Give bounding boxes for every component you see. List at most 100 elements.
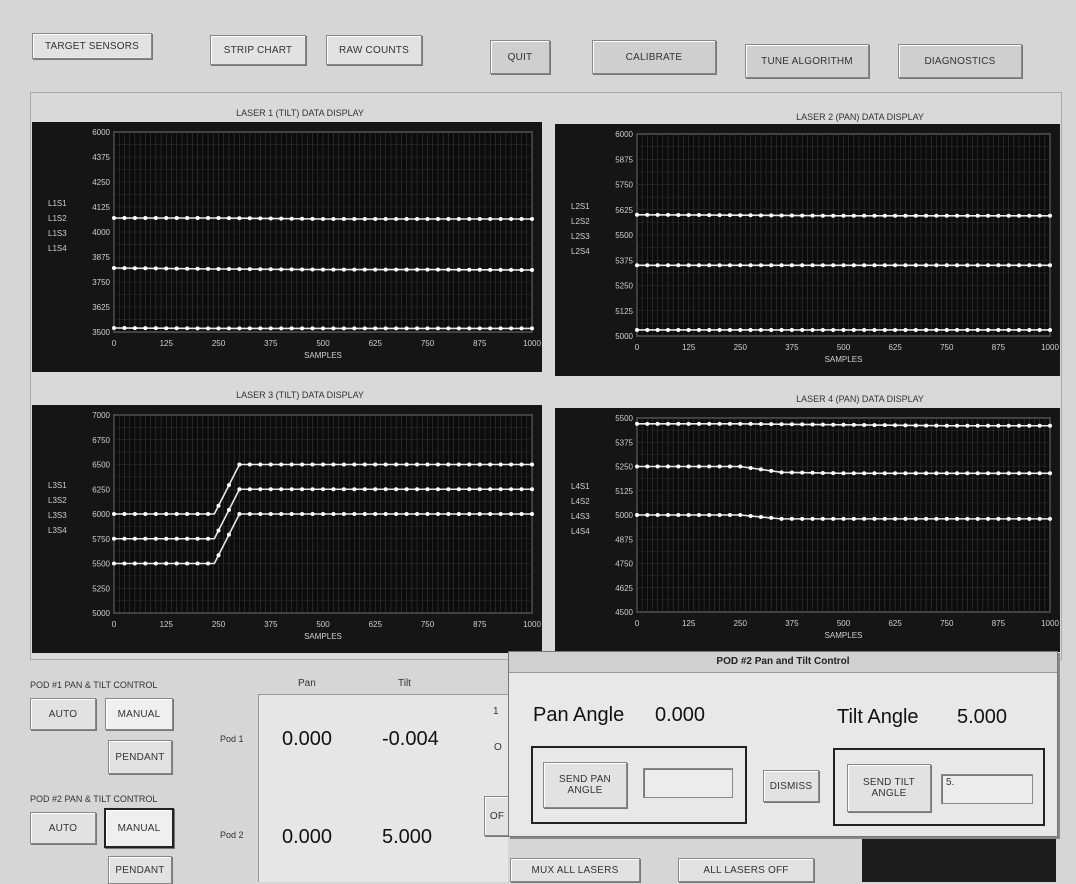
- data-point: [986, 517, 990, 521]
- x-tick-label: 625: [369, 620, 383, 629]
- data-point: [478, 268, 482, 272]
- data-point: [331, 512, 335, 516]
- send-tilt-angle-button[interactable]: SEND TILT ANGLE: [847, 764, 931, 812]
- data-point: [415, 487, 419, 491]
- data-point: [986, 424, 990, 428]
- calibrate-button[interactable]: CALIBRATE: [592, 40, 716, 74]
- mux-all-lasers-button[interactable]: MUX ALL LASERS: [510, 858, 640, 882]
- data-point: [831, 517, 835, 521]
- data-point: [842, 423, 846, 427]
- data-point: [707, 465, 711, 469]
- all-lasers-off-button[interactable]: ALL LASERS OFF: [678, 858, 814, 882]
- data-point: [852, 214, 856, 218]
- raw-counts-button[interactable]: RAW COUNTS: [326, 35, 422, 65]
- data-point: [821, 471, 825, 475]
- data-point: [687, 328, 691, 332]
- data-point: [1027, 328, 1031, 332]
- data-point: [811, 214, 815, 218]
- y-tick-label: 5000: [615, 332, 633, 341]
- data-point: [811, 422, 815, 426]
- pod2-pendant-button[interactable]: PENDANT: [108, 856, 172, 884]
- pod2-row-label: Pod 2: [220, 830, 244, 840]
- partial-button[interactable]: OF: [484, 796, 510, 836]
- data-point: [697, 263, 701, 267]
- data-point: [759, 515, 763, 519]
- data-point: [1007, 424, 1011, 428]
- data-point: [1038, 424, 1042, 428]
- data-point: [945, 424, 949, 428]
- readout-panel: [258, 694, 508, 882]
- data-point: [331, 268, 335, 272]
- data-point: [769, 263, 773, 267]
- legend-entry: L4S4: [571, 527, 590, 536]
- data-point: [986, 471, 990, 475]
- target-sensors-button[interactable]: TARGET SENSORS: [32, 33, 152, 59]
- pod2-manual-button[interactable]: MANUAL: [104, 808, 174, 848]
- y-tick-label: 5000: [615, 511, 633, 520]
- data-point: [217, 553, 221, 557]
- tilt-angle-input[interactable]: 5.: [941, 774, 1033, 804]
- data-point: [352, 326, 356, 330]
- data-point: [945, 517, 949, 521]
- data-point: [467, 512, 471, 516]
- data-point: [217, 216, 221, 220]
- data-point: [883, 517, 887, 521]
- pan-angle-input[interactable]: [643, 768, 733, 798]
- data-point: [687, 513, 691, 517]
- tilt-angle-value: 5.000: [957, 706, 1007, 729]
- data-point: [676, 263, 680, 267]
- send-pan-angle-button[interactable]: SEND PAN ANGLE: [543, 762, 627, 808]
- data-point: [1017, 214, 1021, 218]
- data-point: [707, 422, 711, 426]
- data-point: [893, 263, 897, 267]
- pod1-manual-button[interactable]: MANUAL: [105, 698, 173, 730]
- data-point: [769, 516, 773, 520]
- data-point: [446, 326, 450, 330]
- pod1-auto-button[interactable]: AUTO: [30, 698, 96, 730]
- tune-algorithm-button[interactable]: TUNE ALGORITHM: [745, 44, 869, 78]
- data-point: [185, 216, 189, 220]
- x-tick-label: 125: [160, 339, 174, 348]
- data-point: [426, 512, 430, 516]
- y-tick-label: 5750: [615, 181, 633, 190]
- dismiss-button[interactable]: DISMISS: [763, 770, 819, 802]
- data-point: [1048, 424, 1052, 428]
- pod1-pendant-button[interactable]: PENDANT: [108, 740, 172, 774]
- data-point: [862, 517, 866, 521]
- data-point: [331, 217, 335, 221]
- data-point: [352, 463, 356, 467]
- data-point: [811, 517, 815, 521]
- laser1-chart-title: LASER 1 (TILT) DATA DISPLAY: [160, 108, 440, 118]
- data-point: [955, 263, 959, 267]
- data-point: [656, 422, 660, 426]
- quit-button[interactable]: QUIT: [490, 40, 550, 74]
- pod2-auto-button[interactable]: AUTO: [30, 812, 96, 844]
- data-point: [321, 217, 325, 221]
- strip-chart-button[interactable]: STRIP CHART: [210, 35, 306, 65]
- data-point: [645, 422, 649, 426]
- data-point: [509, 326, 513, 330]
- data-point: [666, 422, 670, 426]
- data-point: [457, 326, 461, 330]
- tilt-angle-label: Tilt Angle: [837, 706, 919, 729]
- data-point: [1007, 263, 1011, 267]
- data-point: [697, 465, 701, 469]
- diagnostics-button[interactable]: DIAGNOSTICS: [898, 44, 1022, 78]
- data-point: [530, 326, 534, 330]
- y-tick-label: 4500: [615, 608, 633, 617]
- data-point: [206, 267, 210, 271]
- data-point: [965, 517, 969, 521]
- y-tick-label: 5500: [615, 231, 633, 240]
- data-point: [996, 328, 1000, 332]
- data-point: [342, 268, 346, 272]
- data-point: [1007, 214, 1011, 218]
- data-point: [945, 471, 949, 475]
- data-point: [311, 326, 315, 330]
- data-point: [112, 326, 116, 330]
- data-point: [258, 487, 262, 491]
- data-point: [790, 422, 794, 426]
- data-point: [718, 422, 722, 426]
- data-point: [520, 487, 524, 491]
